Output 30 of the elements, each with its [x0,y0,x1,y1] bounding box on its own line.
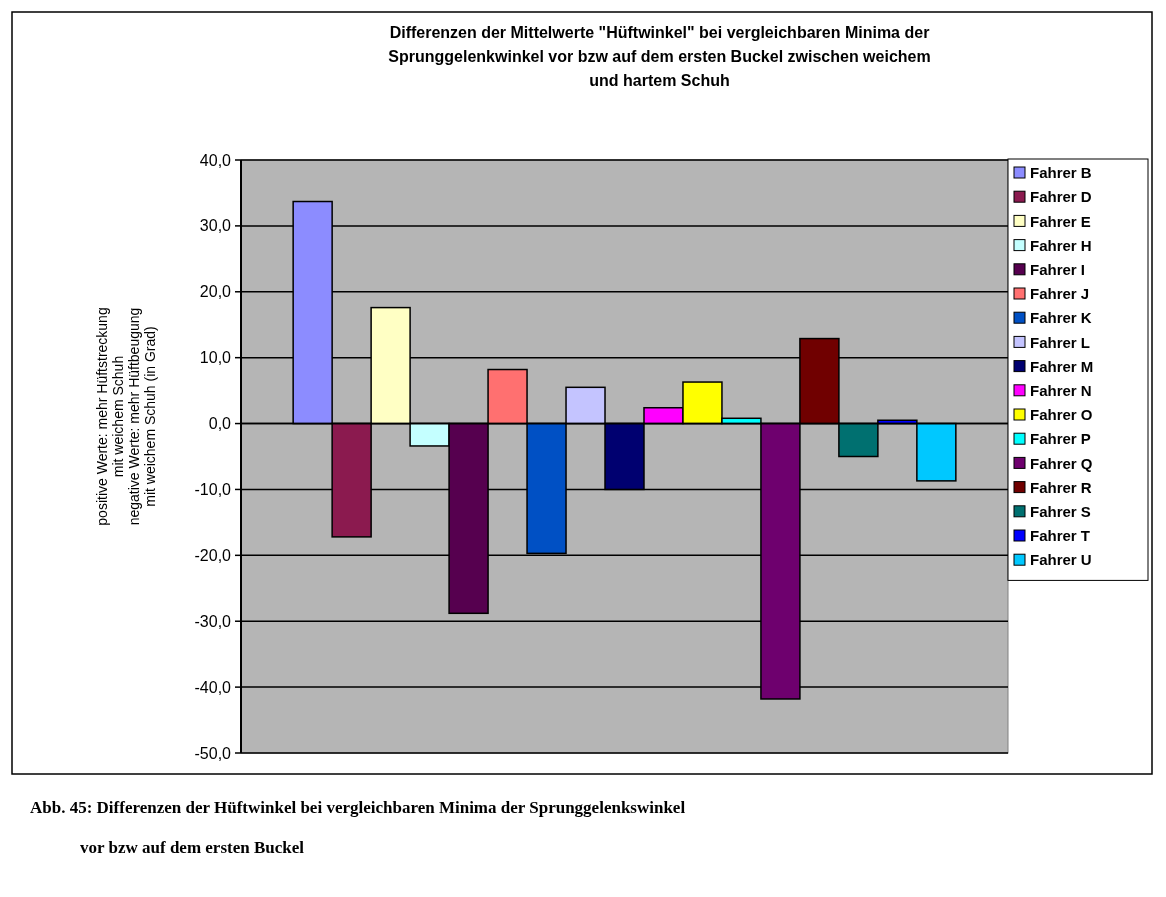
legend-label: Fahrer D [1030,188,1092,206]
y-tick-label: -30,0 [194,612,232,630]
legend-label: Fahrer M [1030,357,1094,375]
legend-label: Fahrer H [1030,236,1092,254]
y-tick-label: 0,0 [208,415,232,433]
y-tick-label: 30,0 [199,217,232,235]
legend-label: Fahrer L [1030,333,1091,351]
y-tick-label: -10,0 [194,481,232,499]
y-tick-label: -40,0 [194,678,232,696]
y-tick-label: 20,0 [199,283,232,301]
legend-label: Fahrer Q [1030,454,1093,472]
legend-label: Fahrer T [1030,527,1091,545]
legend-label: Fahrer B [1030,164,1092,182]
y-axis-title: positive Werte: mehr Hüftstreckung mit weichem Schuh negative Werte: mehr Hüftbeugung mit weichem Schuh (in Grad) [93,307,158,526]
legend-label: Fahrer P [1030,430,1091,448]
legend-label: Fahrer S [1030,503,1091,521]
text: Abb. 45: Differenzen der Hüftwinkel bei vergleichbaren Minima der Sprunggelenkswinkel vor bzw auf dem ersten Buckel [30,798,686,857]
legend-label: Fahrer U [1030,551,1092,569]
y-tick-label: 40,0 [199,151,232,169]
y-tick-label: 10,0 [199,349,232,367]
legend-label: Fahrer R [1030,478,1092,496]
chart-title: Differenzen der Mittelwerte "Hüftwinkel" bei vergleichbaren Minima der Sprunggelenkwinkel vor bzw auf dem ersten Buckel zwischen weichem und hartem Schuh [388,24,931,89]
legend-label: Fahrer E [1030,212,1091,230]
y-tick-label: -20,0 [194,546,232,564]
legend-label: Fahrer I [1030,261,1086,279]
legend-label: Fahrer J [1030,285,1090,303]
legend-label: Fahrer O [1030,406,1093,424]
legend-label: Fahrer K [1030,309,1092,327]
legend-label: Fahrer N [1030,382,1092,400]
y-tick-label: -50,0 [194,744,232,762]
